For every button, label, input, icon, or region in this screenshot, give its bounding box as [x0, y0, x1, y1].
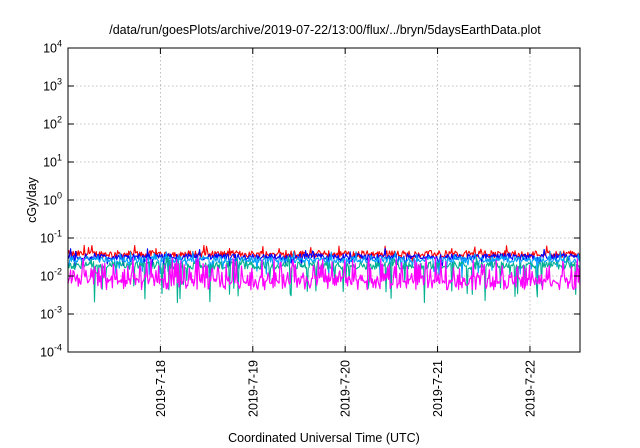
y-tick-label: 104 — [43, 39, 62, 56]
x-tick-label: 2019-7-21 — [431, 360, 445, 417]
x-tick-label: 2019-7-18 — [154, 360, 168, 417]
y-tick-label: 10-3 — [40, 305, 62, 322]
chart-title: /data/run/goesPlots/archive/2019-07-22/1… — [109, 23, 541, 37]
series-line-3 — [67, 250, 581, 279]
x-tick-label: 2019-7-20 — [339, 360, 353, 417]
y-tick-label: 101 — [43, 153, 62, 170]
series-line-5 — [67, 257, 581, 291]
x-tick-label: 2019-7-22 — [523, 360, 537, 417]
y-tick-label: 103 — [43, 77, 62, 94]
y-tick-label: 10-1 — [40, 229, 62, 246]
series-line-4 — [67, 255, 581, 304]
series-group — [67, 244, 581, 304]
x-axis-label: Coordinated Universal Time (UTC) — [228, 431, 420, 445]
x-axis: 2019-7-18 2019-7-19 2019-7-20 2019-7-21 2019… — [154, 48, 537, 417]
x-tick-label: 2019-7-19 — [246, 360, 260, 417]
y-axis: 10-4 10-3 10-2 10-1 100 101 102 103 104 — [40, 39, 580, 360]
y-tick-label: 10-4 — [40, 343, 62, 360]
y-tick-label: 10-2 — [40, 267, 62, 284]
grid-lines — [68, 48, 580, 352]
y-tick-label: 100 — [43, 191, 62, 208]
y-tick-label: 102 — [43, 115, 62, 132]
y-axis-label: cGy/day — [25, 176, 39, 223]
